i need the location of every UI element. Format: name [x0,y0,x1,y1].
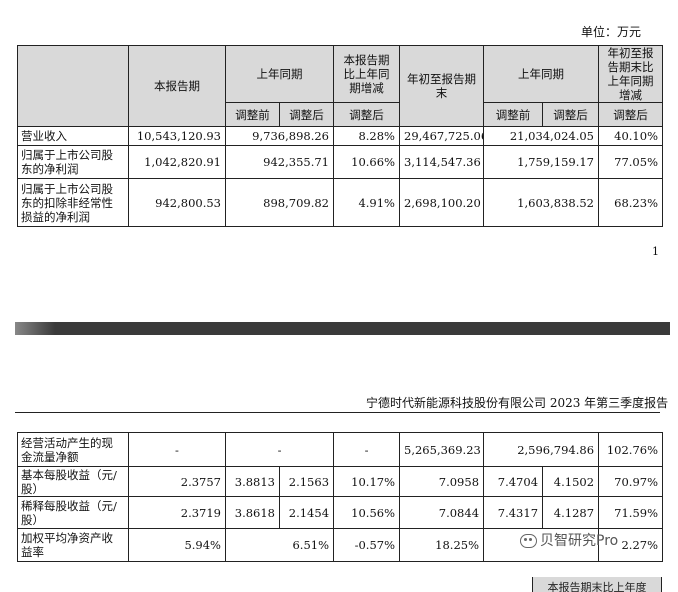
cell-prior: - [224,432,335,467]
cell-ytd-change: 68.23% [598,178,663,227]
cell-prior-ytd-before: 7.4317 [483,496,544,529]
subheader-after-adj: 调整后 [598,102,663,127]
subheader-before-adj: 调整前 [483,102,543,127]
cell-change: 10.56% [333,496,401,529]
cell-change: - [333,432,401,467]
table-row: 稀释每股收益（元/股） 2.3719 3.8618 2.1454 10.56% … [17,496,664,529]
cell-prior: 9,736,898.26 [225,126,334,146]
cell-prior-ytd [483,528,600,562]
cell-ytd: 29,467,725.06 [399,126,484,146]
subheader-before-adj: 调整前 [225,102,280,127]
cell-ytd: 5,265,369.23 [399,432,485,467]
cell-ytd-change: 2.27% [598,528,664,562]
cell-current: 2.3719 [128,496,226,529]
cell-current: 10,543,120.93 [128,126,226,146]
cell-prior-ytd: 1,759,159.17 [483,145,599,179]
next-table-header-partial: 本报告期末比上年度 [532,577,662,592]
unit-label: 单位：万元 [581,25,642,39]
table-row: 归属于上市公司股东的扣除非经常性损益的净利润 942,800.53 898,70… [17,178,663,227]
table-row: 基本每股收益（元/股） 2.3757 3.8813 2.1563 10.17% … [17,466,664,497]
header-ytd-change: 年初至报告期末比上年同期增减 [598,45,663,103]
cell-change: -0.57% [333,528,401,562]
cell-ytd-change: 77.05% [598,145,663,179]
key-financials-table: 本报告期 上年同期 本报告期比上年同期增减 年初至报告期末 上年同期 年初至报告… [17,45,663,227]
watermark-text: 贝智研究Pro [540,533,619,549]
table-subheader-row: 调整前 调整后 调整后 调整前 调整后 调整后 [18,102,663,127]
header-ytd: 年初至报告期末 [399,45,484,127]
subheader-after-adj: 调整后 [333,102,400,127]
cell-current: 5.94% [128,528,226,562]
cell-prior-ytd-after: 4.1287 [542,496,600,529]
page-number: 1 [652,245,659,258]
wechat-icon [520,534,537,548]
corner-cell [17,45,129,127]
subheader-after-adj: 调整后 [279,102,334,127]
cell-ytd: 7.0844 [399,496,485,529]
cell-current: 942,800.53 [128,178,226,227]
cell-current: 2.3757 [128,466,226,497]
cell-prior-before: 3.8618 [225,496,280,529]
cell-change: 4.91% [333,178,400,227]
table-row: 归属于上市公司股东的净利润 1,042,820.91 942,355.71 10… [17,145,663,179]
cell-prior-after: 2.1563 [278,466,335,497]
row-label: 归属于上市公司股东的净利润 [17,145,129,179]
cell-current: - [128,432,226,467]
cell-ytd-change: 70.97% [598,466,664,497]
header-current-period: 本报告期 [128,45,226,127]
cell-prior-ytd-before: 7.4704 [483,466,544,497]
table-header-row: 本报告期 上年同期 本报告期比上年同期增减 年初至报告期末 上年同期 年初至报告… [17,45,663,127]
table-row: 经营活动产生的现金流量净额 - - - 5,265,369.23 2,596,7… [17,432,664,467]
page-separator [15,322,670,335]
header-prior-period: 上年同期 [225,45,334,103]
watermark: 贝智研究Pro [520,530,618,550]
row-label: 稀释每股收益（元/股） [17,496,129,529]
separator-fade [15,322,55,335]
row-label: 经营活动产生的现金流量净额 [17,432,129,467]
cell-change: 8.28% [333,126,400,146]
row-label: 加权平均净资产收益率 [17,528,129,562]
cell-ytd: 18.25% [399,528,485,562]
table-row: 加权平均净资产收益率 5.94% 6.51% -0.57% 18.25% 2.2… [17,528,664,562]
table-row: 营业收入 10,543,120.93 9,736,898.26 8.28% 29… [17,126,663,146]
cell-prior: 942,355.71 [225,145,334,179]
row-label: 基本每股收益（元/股） [17,466,129,497]
cell-prior-ytd: 21,034,024.05 [483,126,599,146]
cell-ytd: 3,114,547.36 [399,145,484,179]
cell-prior-ytd-after: 4.1502 [542,466,600,497]
cell-ytd-change: 71.59% [598,496,664,529]
cell-ytd-change: 40.10% [598,126,663,146]
header-rule [15,412,660,413]
header-yoy-change: 本报告期比上年同期增减 [333,45,400,103]
row-label: 归属于上市公司股东的扣除非经常性损益的净利润 [17,178,129,227]
cell-prior: 898,709.82 [225,178,334,227]
header-prior-ytd: 上年同期 [483,45,599,103]
cell-prior-after: 2.1454 [278,496,335,529]
cell-change: 10.17% [333,466,401,497]
cell-prior-before: 3.8813 [225,466,280,497]
cell-ytd: 2,698,100.20 [399,178,484,227]
row-label: 营业收入 [17,126,129,146]
cell-prior-ytd: 1,603,838.52 [483,178,599,227]
cell-current: 1,042,820.91 [128,145,226,179]
cell-prior-ytd: 2,596,794.86 [483,432,600,467]
cell-change: 10.66% [333,145,400,179]
cell-ytd: 7.0958 [399,466,485,497]
subheader-after-adj: 调整后 [542,102,599,127]
key-financials-table-continued: 经营活动产生的现金流量净额 - - - 5,265,369.23 2,596,7… [17,432,664,562]
cell-prior: 6.51% [224,528,335,562]
cell-ytd-change: 102.76% [598,432,664,467]
report-title: 宁德时代新能源科技股份有限公司 2023 年第三季度报告 [366,396,669,410]
